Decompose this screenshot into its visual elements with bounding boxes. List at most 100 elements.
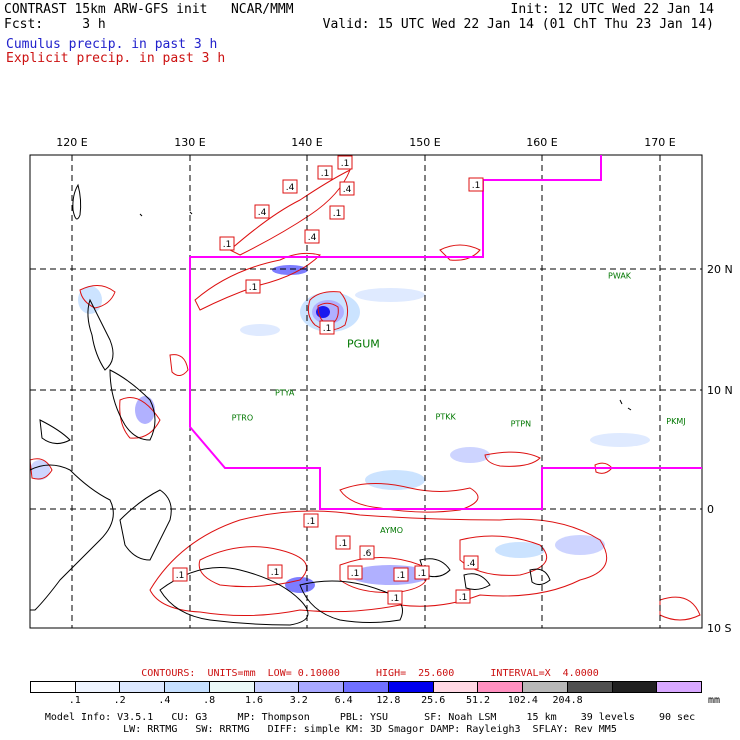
svg-text:.1: .1 <box>307 517 316 527</box>
contour-label: .1 <box>387 590 403 605</box>
title: CONTRAST 15km ARW-GFS init NCAR/MMM <box>4 2 294 17</box>
domain-boundary-lower <box>189 257 702 510</box>
lon-labels: 120 E 130 E 140 E 150 E 160 E 170 E <box>56 136 675 149</box>
svg-text:.1: .1 <box>271 568 280 578</box>
svg-text:.4: .4 <box>467 559 476 569</box>
station-pwak: PWAK <box>608 271 632 280</box>
svg-text:.1: .1 <box>323 324 332 334</box>
model-info-line1: Model Info: V3.5.1 CU: G3 MP: Thompson P… <box>44 712 696 723</box>
model-info-line2: LW: RRTMG SW: RRTMG DIFF: simple KM: 3D … <box>123 724 617 735</box>
colorbar-cell <box>165 682 210 692</box>
svg-text:.1: .1 <box>176 571 185 581</box>
plot-frame <box>29 154 703 629</box>
init-time: Init: 12 UTC Wed 22 Jan 14 <box>510 2 715 17</box>
contour-label: .1 <box>335 535 351 550</box>
lon-label: 170 E <box>644 136 675 149</box>
svg-text:.1: .1 <box>418 569 427 579</box>
colorbar-tick-label: 51.2 <box>465 695 491 706</box>
colorbar-cell <box>612 682 658 692</box>
lon-label: 140 E <box>291 136 322 149</box>
coastlines <box>29 183 632 626</box>
colorbar-cell <box>75 682 121 692</box>
colorbar-tick-label: 1.6 <box>244 695 264 706</box>
legend-explicit: Explicit precip. in past 3 h <box>6 51 226 66</box>
colorbar-tick-label: 12.8 <box>376 695 401 706</box>
colorbar-cell <box>478 682 524 692</box>
contour-label: .1 <box>319 320 335 335</box>
svg-text:.1: .1 <box>333 209 342 219</box>
svg-text:.1: .1 <box>459 593 468 603</box>
contour-info: CONTOURS: UNITS=mm LOW= 0.10000 HIGH= 25… <box>141 668 599 679</box>
legend-cumulus: Cumulus precip. in past 3 h <box>6 37 218 52</box>
colorbar <box>30 681 702 693</box>
lat-label: 0 <box>707 503 714 516</box>
svg-text:.1: .1 <box>223 240 232 250</box>
colorbar-cell <box>523 682 568 692</box>
svg-text:.1: .1 <box>321 169 330 179</box>
svg-text:.4: .4 <box>308 233 317 243</box>
lat-label: 10 N <box>707 384 733 397</box>
header-right: Init: 12 UTC Wed 22 Jan 14 Valid: 15 UTC … <box>323 2 714 32</box>
contour-label: .1 <box>468 177 484 192</box>
contour-label: .1 <box>414 565 430 580</box>
lat-label: 20 N <box>707 263 733 276</box>
colorbar-tick-label: 102.4 <box>507 695 538 706</box>
svg-text:.1: .1 <box>391 594 400 604</box>
contour-label: .1 <box>347 565 363 580</box>
contour-label: .4 <box>304 229 320 244</box>
lon-label: 150 E <box>409 136 440 149</box>
colorbar-unit: mm <box>708 695 721 706</box>
svg-text:.1: .1 <box>341 159 350 169</box>
contour-label: .6 <box>359 545 375 560</box>
station-aymo: AYMO <box>380 526 403 535</box>
colorbar-cell <box>120 682 166 692</box>
station-ptro: PTRO <box>232 414 254 423</box>
colorbar-tick-label: 6.4 <box>334 695 353 706</box>
lat-labels: 20 N 10 N 0 10 S <box>707 263 733 635</box>
svg-text:.4: .4 <box>286 183 295 193</box>
station-ptpn: PTPN <box>511 420 532 429</box>
svg-text:.4: .4 <box>343 185 352 195</box>
lon-label: 120 E <box>56 136 87 149</box>
station-ptkk: PTKK <box>436 412 457 421</box>
svg-text:.1: .1 <box>351 569 360 579</box>
svg-text:.1: .1 <box>249 283 258 293</box>
svg-text:.1: .1 <box>397 571 406 581</box>
contour-label: .1 <box>455 589 471 604</box>
contour-label: .1 <box>219 236 235 251</box>
colorbar-cell <box>567 682 613 692</box>
colorbar-cell <box>433 682 479 692</box>
colorbar-tick-label: .4 <box>158 695 171 706</box>
contour-label: .1 <box>337 155 353 170</box>
station-pkmj: PKMJ <box>666 417 685 426</box>
contour-box-labels: .1 .1 .4 .4 .4 .1 .1 .4 .1 .1 .1 .1 .1 .1 .1 .6 .1 .4 .1 .1… <box>172 155 484 605</box>
station-labels: PWAK PGUM PTYA PTRO PTKK PTPN PKMJ AYMO <box>232 271 686 535</box>
contour-label: .4 <box>463 555 479 570</box>
contour-label: .1 <box>172 567 188 582</box>
colorbar-tick-label: 25.6 <box>421 695 446 706</box>
lon-label: 130 E <box>174 136 205 149</box>
colorbar-cell <box>657 682 702 692</box>
colorbar-cell <box>209 682 255 692</box>
contour-label: .1 <box>393 567 409 582</box>
svg-text:.1: .1 <box>339 539 348 549</box>
colorbar-cell <box>31 682 76 692</box>
contour-label: .1 <box>245 279 261 294</box>
forecast-hour: Fcst: 3 h <box>4 17 106 32</box>
colorbar-tick-label: 204.8 <box>552 695 583 706</box>
station-ptya: PTYA <box>275 388 295 397</box>
header-left: CONTRAST 15km ARW-GFS init NCAR/MMM Fcst:… <box>4 2 294 32</box>
valid-time: Valid: 15 UTC Wed 22 Jan 14 (01 ChT Thu … <box>322 17 714 32</box>
colorbar-cell <box>344 682 389 692</box>
domain-boundary <box>190 155 602 258</box>
colorbar-tick-label: .2 <box>113 695 126 706</box>
colorbar-tick-label: .8 <box>203 695 216 706</box>
colorbar-cell <box>388 682 434 692</box>
lat-label: 10 S <box>707 622 731 635</box>
lon-label: 160 E <box>526 136 557 149</box>
contour-label: .1 <box>317 165 333 180</box>
graticule <box>30 155 702 628</box>
contour-label: .4 <box>282 179 298 194</box>
svg-text:.4: .4 <box>258 208 267 218</box>
